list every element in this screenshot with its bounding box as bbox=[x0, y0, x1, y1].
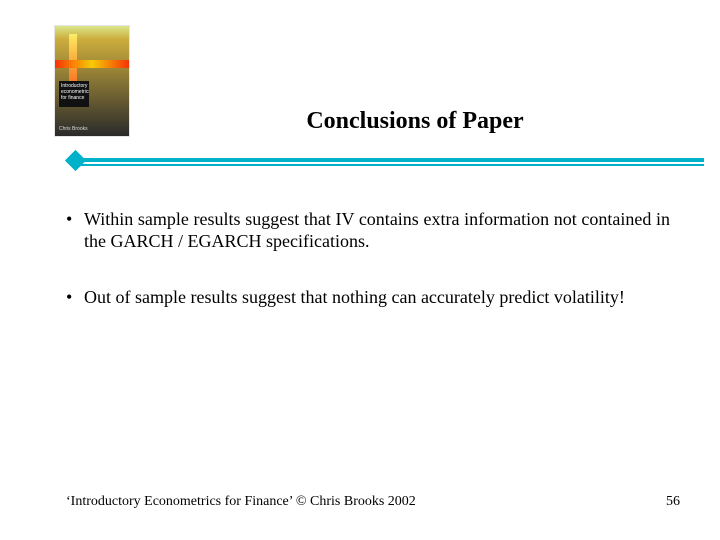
slide-footer: ‘Introductory Econometrics for Finance’ … bbox=[66, 494, 680, 510]
divider-line-thick bbox=[76, 158, 704, 162]
bullet-text: Within sample results suggest that IV co… bbox=[84, 208, 670, 252]
bullet-dot-icon: • bbox=[66, 208, 84, 230]
slide-title: Conclusions of Paper bbox=[130, 108, 700, 135]
bullet-text: Out of sample results suggest that nothi… bbox=[84, 286, 670, 308]
divider-line-thin bbox=[76, 164, 704, 166]
book-author: Chris Brooks bbox=[59, 126, 88, 132]
bullet-item: • Within sample results suggest that IV … bbox=[66, 208, 670, 252]
header-area: Introductory econometrics for finance Ch… bbox=[0, 0, 720, 170]
page-number: 56 bbox=[666, 494, 680, 510]
title-underline bbox=[40, 156, 704, 166]
book-cover-thumbnail: Introductory econometrics for finance Ch… bbox=[55, 26, 129, 136]
book-cross-horizontal bbox=[55, 60, 129, 68]
content-area: • Within sample results suggest that IV … bbox=[66, 208, 670, 342]
bullet-item: • Out of sample results suggest that not… bbox=[66, 286, 670, 308]
book-title-strip: Introductory econometrics for finance bbox=[59, 81, 89, 107]
bullet-dot-icon: • bbox=[66, 286, 84, 308]
footer-citation: ‘Introductory Econometrics for Finance’ … bbox=[66, 494, 416, 510]
